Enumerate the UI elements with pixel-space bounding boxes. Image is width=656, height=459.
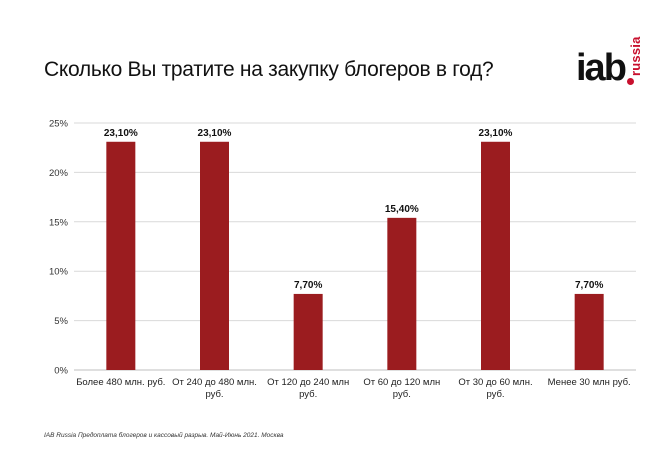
data-label: 7,70% — [294, 280, 322, 291]
bar — [574, 293, 604, 370]
bar — [387, 217, 417, 370]
x-tick-label: Менее 30 млн руб. — [548, 377, 631, 388]
bar — [106, 141, 136, 370]
logo-dot — [627, 78, 634, 85]
chart-title: Сколько Вы тратите на закупку блогеров в… — [44, 58, 494, 81]
data-label: 15,40% — [385, 204, 419, 215]
bar — [481, 141, 510, 370]
y-tick-label: 20% — [49, 168, 69, 179]
x-tick-label: От 60 до 120 млн руб. — [363, 377, 440, 400]
data-label: 23,10% — [104, 128, 138, 139]
y-tick-label: 10% — [49, 267, 69, 278]
logo-main-text: iab — [576, 47, 627, 89]
y-tick-label: 0% — [54, 366, 68, 377]
x-tick-label: Более 480 млн. руб. — [76, 377, 165, 388]
y-tick-label: 25% — [49, 119, 69, 130]
x-tick-label: От 120 до 240 млн руб. — [267, 377, 349, 400]
bar — [293, 293, 323, 370]
x-tick-label: От 30 до 60 млн. руб. — [458, 377, 532, 400]
data-label: 23,10% — [198, 128, 232, 139]
data-label: 23,10% — [479, 128, 513, 139]
y-tick-label: 5% — [54, 316, 68, 327]
x-tick-label: От 240 до 480 млн. руб. — [172, 377, 257, 400]
footer-source: IAB Russia Предоплата блогеров и кассовы… — [44, 432, 284, 439]
y-tick-label: 15% — [49, 217, 69, 228]
iab-russia-logo: iab russia — [572, 18, 643, 89]
data-label: 7,70% — [575, 280, 603, 291]
bar — [200, 141, 229, 370]
